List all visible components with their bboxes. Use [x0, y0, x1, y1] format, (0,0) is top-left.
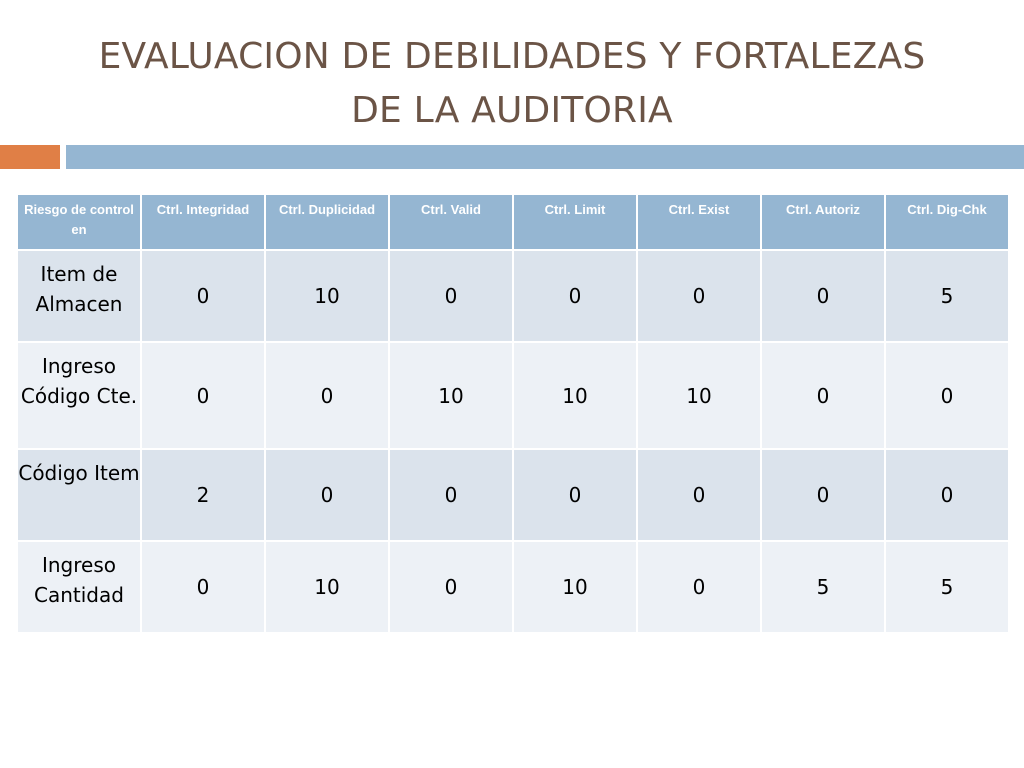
table-cell: 0 — [636, 448, 762, 542]
table-row: Código Item 2 0 0 0 0 0 0 — [16, 448, 1010, 542]
header-autoriz: Ctrl. Autoriz — [760, 193, 886, 251]
row-label: Ingreso Código Cte. — [16, 341, 142, 450]
table-cell: 0 — [636, 249, 762, 343]
table-cell: 0 — [264, 341, 390, 450]
row-label: Item de Almacen — [16, 249, 142, 343]
table-cell: 0 — [140, 540, 266, 634]
table-cell: 0 — [760, 249, 886, 343]
table-cell: 0 — [636, 540, 762, 634]
table-cell: 0 — [884, 448, 1010, 542]
table-row: Ingreso Código Cte. 0 0 10 10 10 0 0 — [16, 341, 1010, 450]
table-cell: 0 — [388, 540, 514, 634]
slide-title-line-1: EVALUACION DE DEBILIDADES Y FORTALEZAS — [98, 36, 926, 77]
risk-evaluation-table: Riesgo de control en Ctrl. Integridad Ct… — [16, 193, 1010, 634]
header-valid: Ctrl. Valid — [388, 193, 514, 251]
header-bar — [66, 145, 1024, 169]
table-cell: 10 — [512, 341, 638, 450]
table-row: Item de Almacen 0 10 0 0 0 0 5 — [16, 249, 1010, 343]
header-integridad: Ctrl. Integridad — [140, 193, 266, 251]
table-header-row: Riesgo de control en Ctrl. Integridad Ct… — [16, 193, 1010, 251]
table-cell: 0 — [264, 448, 390, 542]
slide-title: EVALUACION DE DEBILIDADES Y FORTALEZAS D… — [40, 30, 984, 138]
table-cell: 0 — [760, 448, 886, 542]
table-cell: 0 — [760, 341, 886, 450]
row-label: Código Item — [16, 448, 142, 542]
table-cell: 0 — [140, 249, 266, 343]
table-cell: 5 — [760, 540, 886, 634]
row-label: Ingreso Cantidad — [16, 540, 142, 634]
header-exist: Ctrl. Exist — [636, 193, 762, 251]
table-cell: 0 — [388, 249, 514, 343]
accent-bar — [0, 145, 60, 169]
table-cell: 0 — [512, 448, 638, 542]
table-cell: 10 — [636, 341, 762, 450]
table-cell: 5 — [884, 540, 1010, 634]
table-cell: 2 — [140, 448, 266, 542]
table-row: Ingreso Cantidad 0 10 0 10 0 5 5 — [16, 540, 1010, 634]
table-cell: 10 — [264, 540, 390, 634]
header-limit: Ctrl. Limit — [512, 193, 638, 251]
header-dig-chk: Ctrl. Dig-Chk — [884, 193, 1010, 251]
header-duplicidad: Ctrl. Duplicidad — [264, 193, 390, 251]
table-cell: 10 — [264, 249, 390, 343]
table-cell: 0 — [140, 341, 266, 450]
table-cell: 10 — [512, 540, 638, 634]
table-cell: 5 — [884, 249, 1010, 343]
table-cell: 0 — [388, 448, 514, 542]
table-cell: 10 — [388, 341, 514, 450]
header-riesgo: Riesgo de control en — [16, 193, 142, 251]
slide-title-line-2: DE LA AUDITORIA — [351, 90, 673, 131]
table-cell: 0 — [512, 249, 638, 343]
table-cell: 0 — [884, 341, 1010, 450]
